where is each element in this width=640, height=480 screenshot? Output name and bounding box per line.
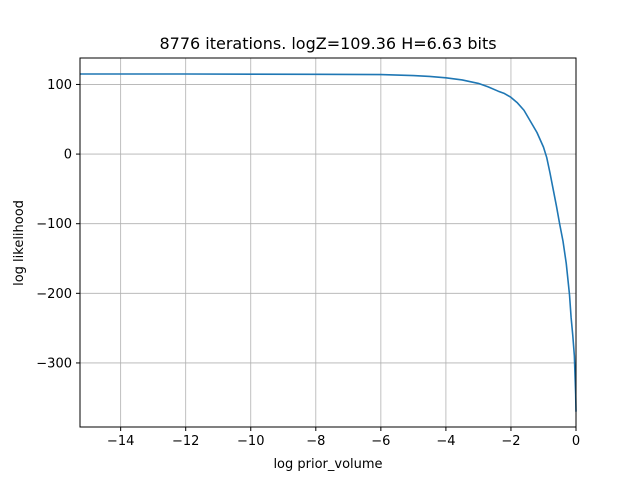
x-tick-label: −4 (436, 434, 455, 449)
x-tick-label: −10 (237, 434, 264, 449)
grid (80, 58, 577, 427)
x-tick-label: −14 (107, 434, 134, 449)
x-tick-label: −12 (172, 434, 199, 449)
chart-title: 8776 iterations. logZ=109.36 H=6.63 bits (159, 34, 496, 53)
ticks: −14 −12 −10 −8 −6 −4 −2 0 100 0 −100 −200 −300 (36, 78, 580, 449)
y-tick-label: −300 (36, 356, 72, 371)
x-tick-label: 0 (572, 434, 580, 449)
x-tick-label: −2 (501, 434, 520, 449)
y-tick-label: 100 (47, 78, 72, 93)
x-tick-label: −6 (371, 434, 390, 449)
x-axis-label: log prior_volume (273, 457, 382, 472)
y-tick-label: −200 (36, 287, 72, 302)
plot-frame (79, 57, 577, 428)
series-line (80, 73, 577, 412)
y-tick-label: −100 (36, 217, 72, 232)
y-tick-label: 0 (64, 148, 72, 163)
y-axis-label: log likelihood (12, 200, 27, 286)
series-layer (80, 73, 577, 412)
x-tick-label: −8 (306, 434, 325, 449)
